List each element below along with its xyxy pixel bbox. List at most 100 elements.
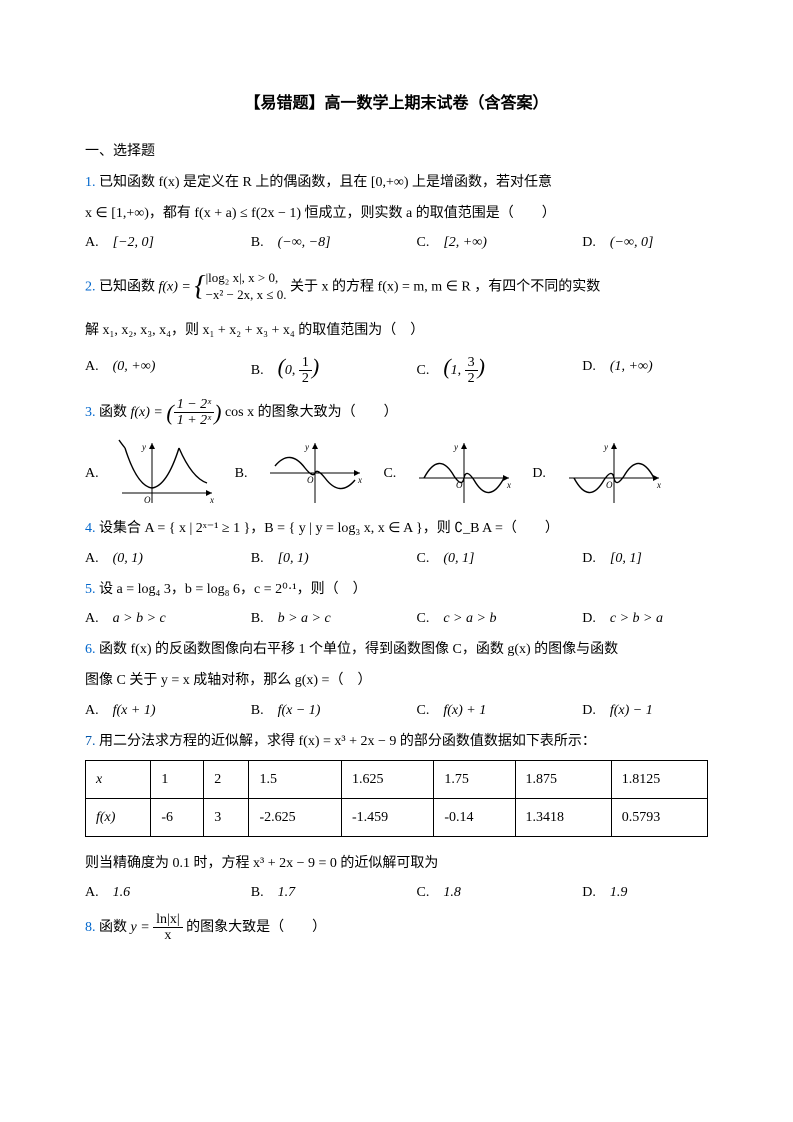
q7-line1: 用二分法求方程的近似解，求得 f(x) = x³ + 2x − 9 的部分函数值… [99,734,596,749]
q3-graph-c: xyO [414,438,514,508]
q2-choice-a: A. (0, +∞) [85,354,211,379]
q3-D-label: D. [532,461,546,486]
q7-choice-d: D. 1.9 [582,880,708,905]
q3-A-label: A. [85,461,99,486]
q5-choice-a: A. a > b > c [85,606,211,631]
q3-graph-b: xyO [265,438,365,508]
question-1: 1. 已知函数 f(x) 是定义在 R 上的偶函数，且在 [0,+∞) 上是增函… [85,170,708,195]
q4-choice-d: D. [0, 1] [582,546,708,571]
q6-line2: 图像 C 关于 y = x 成轴对称，那么 g(x) =（ ） [85,668,708,693]
q2-pre: 已知函数 [99,279,159,294]
q8-frac: ln|x|x [153,912,183,944]
q3-graph-d: xyO [564,438,664,508]
question-2: 2. 已知函数 f(x) = { |log₂ x|, x > 0, −x² − … [85,262,708,312]
q2-line2: 解 x₁, x₂, x₃, x₄，则 x₁ + x₂ + x₃ + x₄ 的取值… [85,318,708,343]
q2-choices: A. (0, +∞) B. (0, 12) C. (1, 32) D. (1, … [85,347,708,387]
q7-choices: A. 1.6 B. 1.7 C. 1.8 D. 1.9 [85,880,708,905]
q8-num: 8. [85,920,96,935]
q4-B-val: [0, 1) [278,551,309,566]
th-1: 1 [151,760,204,798]
th-5: 1.75 [434,760,515,798]
q7-line2: 则当精确度为 0.1 时，方程 x³ + 2x − 9 = 0 的近似解可取为 [85,851,708,876]
td-2: 3 [204,799,249,837]
th-7: 1.8125 [611,760,707,798]
q2-D-val: (1, +∞) [610,359,653,374]
question-8: 8. 函数 y = ln|x|x 的图象大致是（ ） [85,912,708,944]
section-1-head: 一、选择题 [85,139,708,164]
q8-pre: 函数 [99,920,131,935]
q2-B-d: 2 [299,371,312,386]
question-3: 3. 函数 f(x) = (1 − 2ˣ1 + 2ˣ) cos x 的图象大致为… [85,393,708,433]
q6-B-val: f(x − 1) [278,703,321,718]
q7-A-val: 1.6 [113,885,131,900]
q3-graphs: A. xyO B. xyO C. xyO D. xyO [85,438,708,508]
q2-piece-top: |log₂ x|, x > 0, [206,270,279,285]
q3-graph-a: xyO [117,438,217,508]
q7-num: 7. [85,734,96,749]
q5-choice-c: C. c > a > b [417,606,543,631]
q5-num: 5. [85,582,96,597]
q2-choice-d: D. (1, +∞) [582,354,708,379]
q8-frac-den: x [153,928,183,943]
q6-C-val: f(x) + 1 [443,703,486,718]
q1-choices: A. [−2, 0] B. (−∞, −8] C. [2, +∞) D. (−∞… [85,230,708,255]
svg-text:y: y [453,442,458,452]
th-4: 1.625 [341,760,433,798]
q3-num: 3. [85,405,96,420]
q6-choice-b: B. f(x − 1) [251,698,377,723]
td-7: 0.5793 [611,799,707,837]
q3-formula: f(x) = (1 − 2ˣ1 + 2ˣ) [131,405,222,420]
q6-choice-a: A. f(x + 1) [85,698,211,723]
td-0: f(x) [86,799,151,837]
table-row-data: f(x) -6 3 -2.625 -1.459 -0.14 1.3418 0.5… [86,799,708,837]
q7-choice-a: A. 1.6 [85,880,211,905]
q1-choice-c: C. [2, +∞) [417,230,543,255]
q1-A-val: [−2, 0] [113,235,154,250]
q5-A-val: a > b > c [113,611,166,626]
svg-text:y: y [141,442,146,452]
q6-choice-c: C. f(x) + 1 [417,698,543,723]
q8-frac-num: ln|x| [153,912,183,928]
question-6: 6. 函数 f(x) 的反函数图像向右平移 1 个单位，得到函数图像 C，函数 … [85,637,708,662]
q1-D-val: (−∞, 0] [610,235,654,250]
td-5: -0.14 [434,799,515,837]
q3-C-label: C. [383,461,396,486]
q3-frac-num: 1 − 2ˣ [174,397,214,413]
q2-C-d: 2 [465,371,478,386]
question-7: 7. 用二分法求方程的近似解，求得 f(x) = x³ + 2x − 9 的部分… [85,729,708,754]
q1-choice-d: D. (−∞, 0] [582,230,708,255]
svg-text:x: x [357,475,362,485]
q8-yeq: y = [131,920,150,935]
page-title: 【易错题】高一数学上期末试卷（含答案） [85,90,708,119]
q5-D-val: c > b > a [610,611,663,626]
q3-post: cos x 的图象大致为（ ） [225,405,398,420]
q6-line1: 函数 f(x) 的反函数图像向右平移 1 个单位，得到函数图像 C，函数 g(x… [99,642,618,657]
q8-post: 的图象大致是（ ） [186,920,326,935]
q1-B-val: (−∞, −8] [278,235,331,250]
q5-choice-d: D. c > b > a [582,606,708,631]
question-5: 5. 设 a = log₄ 3，b = log₈ 6，c = 2⁰·¹，则（ ） [85,577,708,602]
q3-B-label: B. [235,461,248,486]
q7-B-val: 1.7 [278,885,296,900]
q6-choices: A. f(x + 1) B. f(x − 1) C. f(x) + 1 D. f… [85,698,708,723]
svg-text:x: x [209,495,214,505]
th-0: x [86,760,151,798]
q4-choice-c: C. (0, 1] [417,546,543,571]
q1-choice-b: B. (−∞, −8] [251,230,377,255]
svg-text:O: O [606,480,613,490]
q4-line1: 设集合 A = { x | 2ˣ⁻¹ ≥ 1 }，B = { y | y = l… [99,521,559,536]
svg-text:y: y [304,442,309,452]
q4-D-val: [0, 1] [610,551,642,566]
q6-D-val: f(x) − 1 [610,703,653,718]
q2-mid: 关于 x 的方程 f(x) = m, m ∈ R ，有四个不同的实数 [290,279,600,294]
q3-frac-den: 1 + 2ˣ [174,413,214,428]
q6-choice-d: D. f(x) − 1 [582,698,708,723]
q5-choice-b: B. b > a > c [251,606,377,631]
q4-choice-a: A. (0, 1) [85,546,211,571]
td-3: -2.625 [249,799,341,837]
q4-choices: A. (0, 1) B. [0, 1) C. (0, 1] D. [0, 1] [85,546,708,571]
q1-line2: x ∈ [1,+∞)，都有 f(x + a) ≤ f(2x − 1) 恒成立，则… [85,201,708,226]
svg-text:x: x [506,480,511,490]
q6-A-val: f(x + 1) [113,703,156,718]
q1-num: 1. [85,175,96,190]
